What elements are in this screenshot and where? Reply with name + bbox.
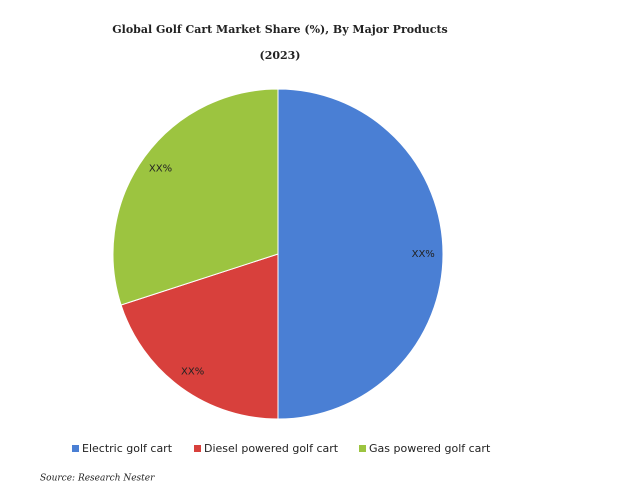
chart-title: Global Golf Cart Market Share (%), By Ma… <box>112 23 447 36</box>
legend-label: Electric golf cart <box>82 442 173 455</box>
legend-label: Diesel powered golf cart <box>204 442 339 455</box>
source: Source: Research Nester <box>40 474 155 484</box>
legend-marker <box>194 445 201 452</box>
legend-label: Gas powered golf cart <box>369 442 491 455</box>
pie-slice <box>112 88 279 306</box>
data-label: XX% <box>149 164 172 175</box>
legend-marker <box>359 445 366 452</box>
chart-subtitle: (2023) <box>259 49 300 62</box>
data-label: XX% <box>181 366 204 377</box>
pie-slice <box>120 253 279 420</box>
data-label: XX% <box>412 249 435 260</box>
pie-slice <box>277 88 444 420</box>
legend-marker <box>72 445 79 452</box>
